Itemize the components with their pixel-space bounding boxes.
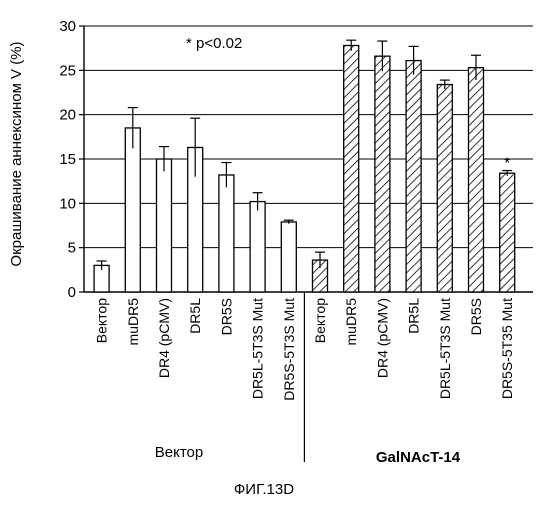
- bar: [375, 56, 390, 292]
- y-tick-label: 30: [59, 18, 76, 35]
- y-tick-label: 10: [59, 195, 76, 212]
- category-label: DR5S-5T35 Mut: [499, 298, 515, 399]
- bar: [344, 46, 359, 292]
- y-tick-label: 5: [68, 240, 76, 257]
- bar: [469, 68, 484, 292]
- category-label: DR5L: [406, 298, 422, 334]
- category-label: DR4 (pCMV): [156, 298, 172, 378]
- group-label-galnact: GalNAcT-14: [376, 449, 461, 466]
- category-label: DR5S-5T3S Mut: [281, 298, 297, 401]
- significance-note: * p<0.02: [186, 35, 242, 52]
- significance-mark: *: [504, 155, 510, 172]
- y-tick-label: 15: [59, 151, 76, 168]
- bar: [281, 222, 296, 292]
- y-tick-label: 25: [59, 62, 76, 79]
- bar: [406, 61, 421, 292]
- bar: [437, 85, 452, 292]
- y-axis-title: Окрашивание аннексином V (%): [8, 41, 25, 266]
- bar: [250, 202, 265, 292]
- gridlines: [84, 26, 533, 248]
- category-label: DR4 (pCMV): [374, 298, 390, 378]
- category-label: DR5L-5T3S Mut: [250, 298, 266, 399]
- bars: [94, 40, 515, 292]
- bar: [125, 128, 140, 292]
- axes: [79, 26, 533, 462]
- category-label: Вектор: [312, 298, 328, 343]
- group-label-vector: Вектор: [155, 444, 203, 461]
- category-label: Вектор: [94, 298, 110, 343]
- category-label: DR5S: [468, 298, 484, 335]
- category-label: muDR5: [125, 298, 141, 346]
- bar: [500, 173, 515, 292]
- category-label: muDR5: [343, 298, 359, 346]
- category-label: DR5L-5T3S Mut: [437, 298, 453, 399]
- y-tick-label: 20: [59, 107, 76, 124]
- bar: [219, 175, 234, 292]
- bar: [157, 159, 172, 292]
- category-label: DR5L: [187, 298, 203, 334]
- y-tick-label: 0: [68, 284, 76, 301]
- category-label: DR5S: [218, 298, 234, 335]
- figure-caption: ФИГ.13D: [234, 481, 294, 498]
